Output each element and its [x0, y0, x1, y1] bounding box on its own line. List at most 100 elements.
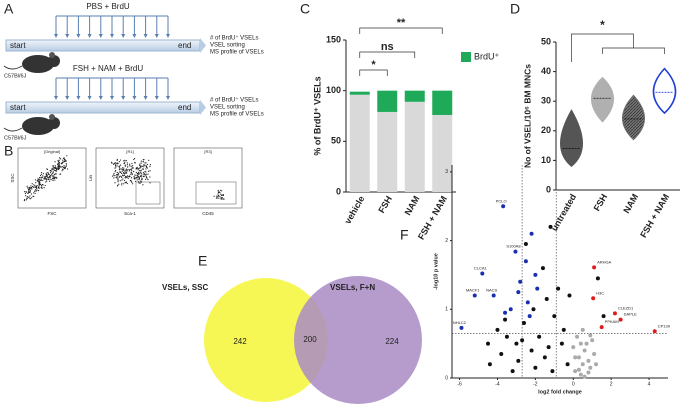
gene-label: DAPLE: [624, 312, 637, 317]
legend-swatch: [461, 52, 471, 62]
readout: VSEL sorting: [210, 43, 245, 49]
x-tick-label: NAM: [403, 194, 422, 217]
flow-event: [56, 177, 58, 179]
flow-event: [138, 164, 141, 167]
flow-event: [117, 172, 120, 174]
flow-event: [217, 189, 219, 192]
gene-point: [480, 271, 485, 276]
flow-event: [58, 160, 60, 163]
flow-event: [26, 196, 29, 198]
flow-event: [38, 183, 40, 185]
mouse-head: [48, 55, 60, 67]
violin: [591, 76, 614, 123]
arrow-head: [132, 34, 137, 38]
flow-event: [118, 166, 120, 168]
flow-event: [65, 163, 67, 165]
y-tick-label: 30: [541, 96, 551, 106]
flow-event: [124, 173, 126, 175]
gene-point: [510, 369, 515, 374]
flow-x-label: CD45: [202, 211, 214, 216]
flow-event: [117, 177, 119, 179]
gene-point: [567, 293, 572, 298]
gene-point: [486, 341, 490, 346]
flow-event: [128, 170, 130, 172]
flow-event: [42, 173, 45, 175]
flow-event: [125, 168, 127, 170]
flow-event: [119, 175, 121, 177]
flow-event: [138, 177, 140, 179]
flow-event: [125, 171, 127, 173]
flow-event: [139, 167, 141, 169]
flow-event: [42, 179, 44, 182]
arrow-head: [76, 34, 81, 38]
y-tick-label: 10: [541, 155, 551, 165]
flow-event: [46, 175, 48, 178]
y-tick-label: 1: [445, 307, 448, 313]
flow-event: [138, 176, 141, 178]
flow-event: [29, 190, 31, 192]
flow-event: [136, 176, 138, 179]
flow-event: [33, 192, 35, 194]
flow-event: [40, 173, 43, 175]
flow-event: [47, 172, 49, 174]
flow-event: [64, 159, 66, 161]
gene-point: [565, 362, 570, 367]
flow-event: [116, 159, 118, 162]
flow-event: [124, 182, 126, 184]
mouse-tail: [3, 127, 23, 132]
flow-event: [34, 189, 37, 191]
gene-point: [612, 311, 617, 316]
flow-event: [216, 197, 218, 199]
flow-event: [42, 175, 44, 177]
readout: MS profile of VSELs: [210, 50, 264, 56]
flow-event: [133, 170, 135, 173]
flow-event: [140, 170, 142, 172]
flow-event: [146, 167, 149, 169]
flow-event: [117, 184, 119, 186]
flow-event: [37, 186, 39, 188]
flow-event: [40, 179, 42, 181]
flow-event: [52, 165, 54, 167]
flow-event: [115, 166, 117, 168]
flow-event: [140, 166, 142, 168]
y-tick-label: 150: [326, 34, 341, 44]
flow-event: [142, 159, 144, 161]
set-label: VSELs, F+N: [330, 283, 375, 292]
flow-event: [220, 198, 222, 200]
x-tick-label: 4: [648, 381, 651, 387]
panel-label: B: [4, 143, 13, 159]
flow-event: [57, 163, 59, 165]
flow-event: [62, 161, 64, 163]
flow-event: [63, 160, 65, 162]
flow-event: [130, 171, 133, 174]
flow-x-label: FSC: [48, 211, 58, 216]
flow-event: [65, 165, 67, 167]
flow-event: [138, 167, 140, 169]
flow-event: [118, 174, 120, 176]
gene-point: [531, 307, 536, 312]
flow-event: [120, 171, 122, 174]
gene-point: [580, 327, 585, 332]
venn-set: [294, 276, 422, 404]
gate-title: [R3]: [204, 149, 211, 154]
flow-event: [114, 175, 116, 177]
flow-event: [42, 184, 44, 186]
arrow-head: [98, 34, 103, 38]
flow-event: [213, 195, 215, 197]
flow-event: [28, 188, 30, 190]
flow-event: [33, 195, 35, 198]
flow-event: [141, 174, 143, 176]
flow-event: [132, 166, 134, 169]
flow-event: [26, 197, 28, 199]
gene-point: [571, 345, 576, 350]
gene-point: [582, 374, 587, 379]
flow-event: [146, 163, 149, 166]
flow-event: [143, 173, 145, 175]
flow-event: [59, 158, 62, 160]
flow-plot: [173, 147, 243, 209]
flow-event: [145, 175, 147, 177]
gene-point: [514, 341, 519, 346]
gene-point: [503, 317, 508, 322]
flow-event: [47, 173, 50, 175]
flow-event: [31, 185, 34, 188]
